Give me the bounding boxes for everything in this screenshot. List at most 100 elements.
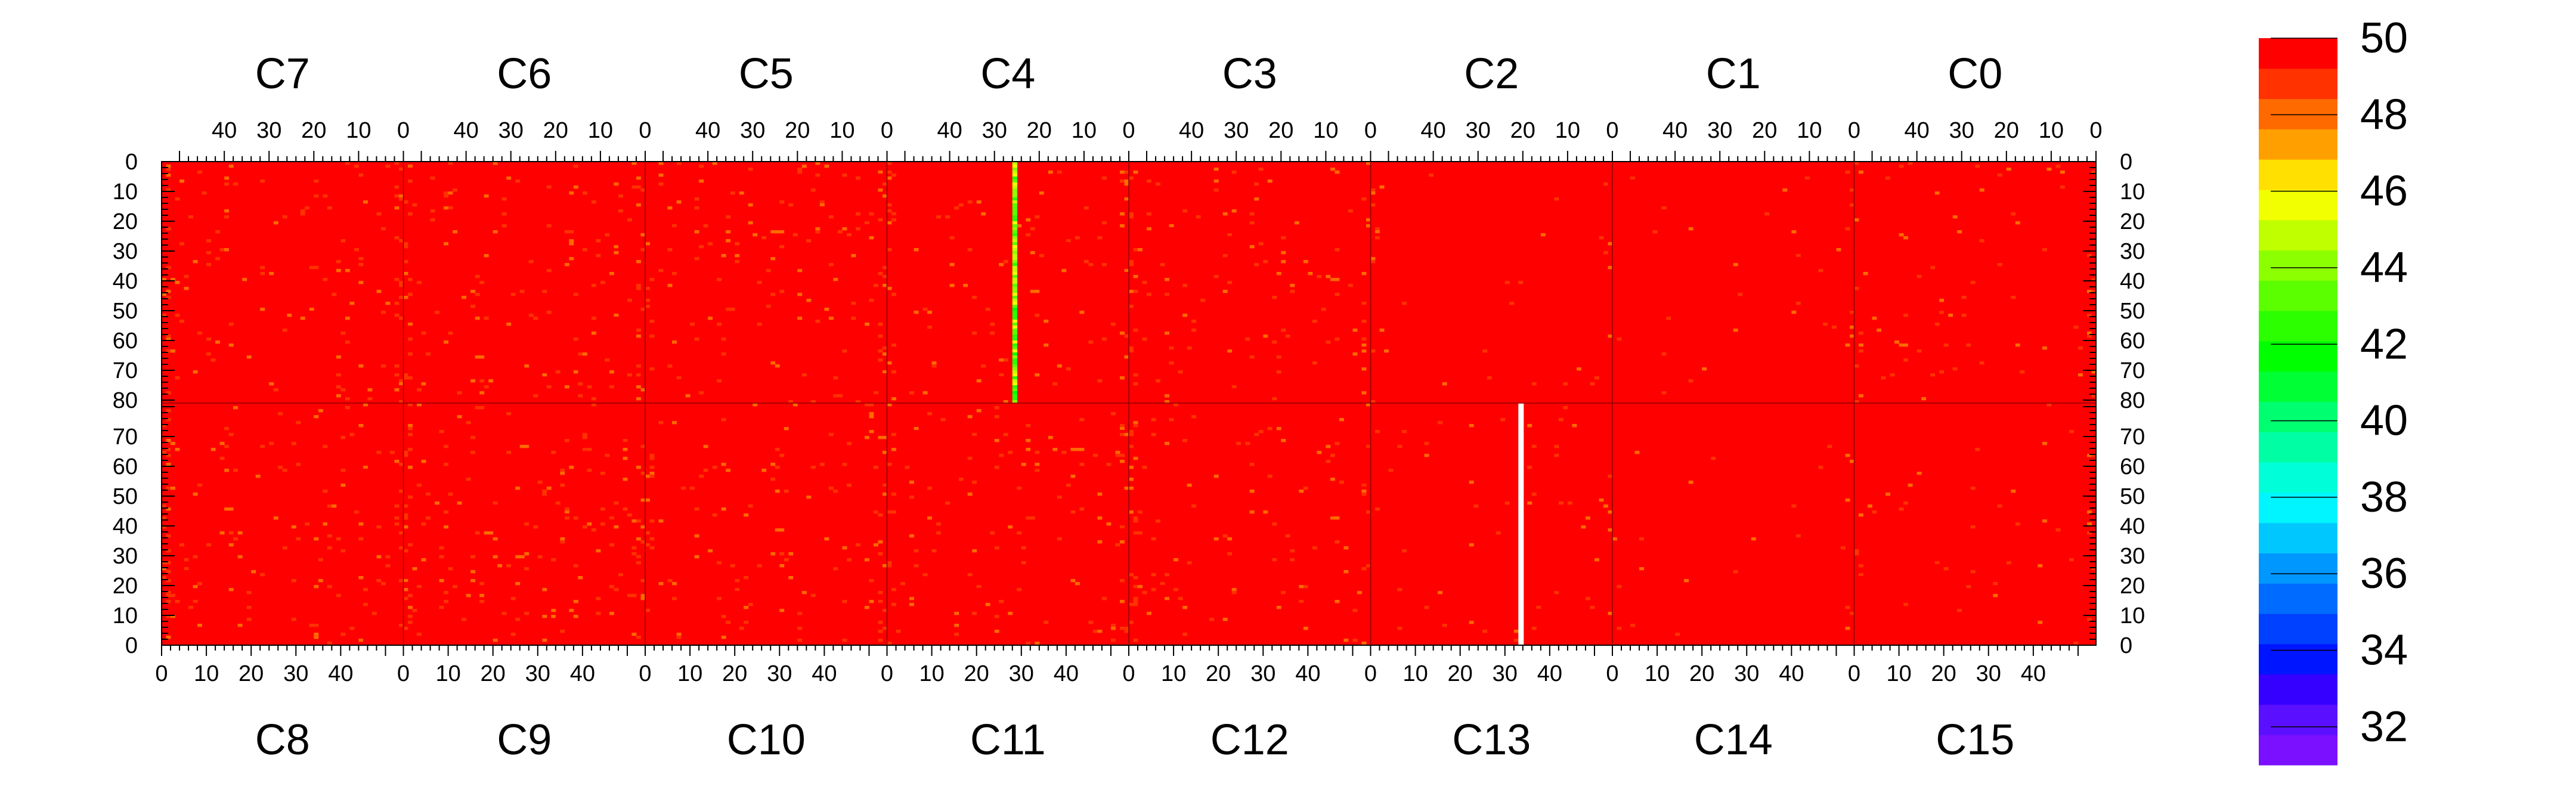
heatmap-cell — [1097, 236, 1103, 240]
heatmap-cell — [824, 165, 829, 168]
heatmap-cell — [887, 171, 892, 174]
heatmap-cell — [1903, 358, 1909, 362]
heatmap-cell — [394, 504, 400, 508]
heatmap-cell — [278, 466, 283, 469]
heatmap-cell — [519, 206, 525, 210]
heatmap-cell — [260, 445, 265, 448]
heatmap-cell — [936, 531, 942, 535]
heatmap-cell — [542, 373, 547, 377]
heatmap-cell — [748, 221, 753, 225]
heatmap-cell — [349, 433, 355, 436]
heatmap-cell — [873, 478, 878, 481]
heatmap-cell — [658, 343, 664, 347]
heatmap-cell — [278, 338, 283, 341]
heatmap-cell — [171, 603, 175, 606]
heatmap-cell — [735, 254, 740, 258]
heatmap-cell — [1165, 597, 1169, 600]
heatmap-cell — [1083, 302, 1089, 305]
heatmap-cell — [224, 469, 230, 472]
heatmap-cell — [314, 636, 319, 639]
heatmap-cell — [1317, 606, 1322, 609]
heatmap-cell — [828, 263, 834, 267]
heatmap-cell — [1312, 320, 1317, 323]
heatmap-cell — [1119, 528, 1125, 532]
heatmap-cell — [2091, 481, 2097, 484]
heatmap-cell — [385, 302, 391, 305]
heatmap-cell — [439, 430, 444, 434]
heatmap-cell — [927, 185, 932, 189]
heatmap-cell — [398, 197, 404, 201]
heatmap-cell — [1276, 427, 1281, 431]
heatmap-cell — [676, 230, 682, 234]
y-tick-label-left: 40 — [113, 269, 138, 294]
heatmap-cell — [1129, 379, 1134, 383]
heatmap-cell — [269, 442, 274, 445]
heatmap-cell — [1317, 451, 1322, 454]
heatmap-cell — [376, 290, 382, 293]
heatmap-cell — [1567, 212, 1572, 216]
heatmap-cell — [1124, 522, 1129, 526]
heatmap-cell — [1617, 627, 1622, 630]
heatmap-cell — [1375, 340, 1380, 344]
heatmap-cell — [909, 603, 914, 606]
colorbar-segment — [2259, 553, 2337, 584]
heatmap-cell — [1361, 367, 1367, 371]
heatmap-cell — [1129, 346, 1134, 350]
heatmap-cell — [1366, 564, 1371, 568]
heatmap-cell — [810, 469, 816, 472]
heatmap-cell — [394, 516, 400, 520]
heatmap-cell — [470, 409, 476, 413]
heatmap-cell — [672, 457, 677, 460]
heatmap-cell — [976, 442, 982, 445]
heatmap-cell — [631, 191, 637, 195]
heatmap-cell — [1943, 567, 1949, 571]
heatmap-cell — [417, 585, 422, 589]
heatmap-cell — [649, 457, 655, 460]
heatmap-cell — [1276, 272, 1281, 275]
heatmap-cell — [1044, 621, 1049, 624]
heatmap-cell — [408, 326, 413, 329]
heatmap-cell — [1048, 171, 1053, 174]
heatmap-cell — [1119, 397, 1125, 401]
heatmap-cell — [828, 171, 834, 174]
heatmap-cell — [1227, 412, 1233, 416]
heatmap-cell — [864, 412, 869, 416]
heatmap-cell — [1639, 567, 1644, 571]
heatmap-cell — [878, 335, 883, 338]
heatmap-cell — [1845, 606, 1850, 609]
heatmap-cell — [219, 457, 225, 460]
heatmap-cell — [958, 203, 964, 207]
heatmap-cell — [408, 394, 413, 398]
heatmap-cell — [1057, 496, 1062, 499]
heatmap-cell — [1352, 639, 1358, 642]
heatmap-cell — [735, 591, 740, 595]
heatmap-cell — [582, 448, 587, 451]
heatmap-cell — [1151, 302, 1156, 305]
heatmap-cell — [501, 612, 507, 615]
heatmap-cell — [882, 182, 887, 186]
heatmap-cell — [166, 630, 171, 633]
heatmap-cell — [510, 633, 516, 636]
bottom-x-tick-label: 0 — [1122, 661, 1135, 686]
heatmap-cell — [1169, 418, 1174, 422]
heatmap-cell — [1075, 412, 1080, 416]
heatmap-cell — [1366, 335, 1371, 338]
heatmap-cell — [1129, 567, 1134, 571]
heatmap-cell — [1052, 346, 1058, 350]
bottom-x-tick-label: 10 — [194, 661, 219, 686]
heatmap-cell — [1236, 421, 1241, 425]
heatmap-cell — [1129, 352, 1134, 356]
heatmap-cell — [1133, 639, 1138, 642]
heatmap-cell — [376, 478, 382, 481]
heatmap-cell — [631, 633, 637, 636]
heatmap-cell — [398, 469, 404, 472]
heatmap-cell — [398, 317, 404, 320]
heatmap-cell — [1017, 487, 1022, 490]
heatmap-cell — [1106, 182, 1111, 186]
low-value-cell — [1012, 174, 1018, 177]
low-value-cell — [1012, 179, 1018, 183]
heatmap-cell — [1209, 618, 1215, 621]
heatmap-cell — [1366, 519, 1371, 523]
heatmap-cell — [1630, 177, 1635, 180]
